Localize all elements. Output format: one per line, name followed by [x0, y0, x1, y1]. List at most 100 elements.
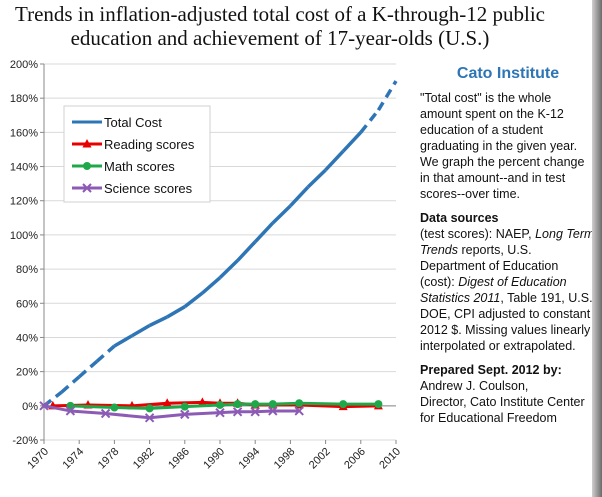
legend-label: Math scores	[104, 159, 175, 174]
data-sources: Data sources (test scores): NAEP, Long T…	[420, 210, 596, 354]
data-point-stroke	[82, 183, 92, 193]
data-point	[251, 400, 260, 409]
series-segment	[236, 240, 257, 262]
series-segment	[341, 131, 363, 153]
y-tick-label: -20%	[12, 435, 38, 447]
x-axis-tick-labels: 1970 1974 1978 1982 1986 1990 1994 1998 2002 2006…	[25, 446, 403, 472]
data-point-stroke	[144, 413, 155, 423]
legend-label: Science scores	[104, 181, 193, 196]
series-segment	[219, 410, 238, 415]
y-tick-label: 160%	[10, 127, 38, 139]
x-tick-label: 1994	[237, 446, 263, 472]
data-sources-title-2: Digest of Education Statistics 2011	[420, 275, 567, 305]
data-point	[233, 400, 242, 409]
series-math-scores	[66, 399, 383, 413]
y-tick-label: 20%	[16, 367, 38, 379]
data-point	[294, 406, 304, 416]
series-segment	[299, 401, 344, 406]
x-tick-label: 1978	[96, 446, 122, 472]
x-tick-label: 1982	[131, 446, 157, 472]
data-point	[216, 400, 224, 409]
data-point	[180, 409, 190, 420]
data-point	[197, 397, 207, 406]
series-segment	[272, 401, 300, 406]
x-tick-label: 1974	[61, 446, 87, 472]
x-tick-label: 1986	[166, 446, 192, 472]
gridlines	[44, 63, 396, 441]
y-tick-label: 200%	[10, 59, 38, 71]
series-segment	[343, 404, 379, 409]
series-segment	[289, 185, 310, 208]
legend-label: Reading scores	[104, 137, 195, 152]
data-point	[295, 399, 304, 408]
data-point	[250, 407, 260, 417]
data-point-stroke	[100, 408, 111, 419]
data-sources-text-2: reports, U.S. Department of Education (c…	[420, 243, 559, 289]
series-segment	[87, 403, 133, 408]
data-point	[144, 413, 155, 423]
series-segment	[324, 149, 345, 172]
y-tick-label: 60%	[16, 298, 38, 310]
data-sources-text-1: (test scores): NAEP,	[420, 227, 536, 241]
series-segment	[359, 109, 380, 134]
data-point-stroke	[39, 401, 49, 411]
series-segment	[149, 412, 185, 420]
data-sources-title-1: Long Term Trends	[420, 227, 595, 257]
series-segment	[70, 404, 115, 410]
data-point-stroke	[215, 407, 225, 418]
data-point	[100, 408, 111, 419]
prepared-heading: Prepared Sept. 2012 by:	[420, 363, 562, 377]
data-point-stroke	[232, 407, 243, 417]
data-point	[82, 139, 92, 148]
data-point	[82, 183, 92, 193]
x-tick-label: 1970	[25, 446, 51, 472]
series-segment	[183, 291, 204, 309]
data-point	[110, 403, 119, 412]
chart-title: Trends in inflation-adjusted total cost …	[0, 2, 560, 50]
data-point	[339, 400, 348, 409]
sidebar-notes: Cato Institute "Total cost" is the whole…	[420, 66, 596, 434]
legend-item-science-scores: Science scores	[72, 181, 193, 196]
y-tick-label: 100%	[10, 230, 38, 242]
legend: Total Cost Reading scores Math scores Scien…	[63, 105, 211, 203]
chart-title-line-1: Trends in inflation-adjusted total cost …	[15, 2, 545, 26]
data-point	[180, 402, 189, 411]
series-science-scores	[39, 401, 304, 423]
x-tick-label: 2010	[377, 446, 403, 472]
legend-item-math-scores: Math scores	[72, 159, 175, 174]
data-point-stroke	[180, 409, 190, 420]
series-segment	[78, 360, 98, 379]
series-segment	[184, 403, 221, 409]
x-tick-label: 2006	[342, 446, 368, 472]
data-point-stroke	[294, 406, 304, 416]
series-segment	[70, 409, 106, 416]
y-tick-label: 40%	[16, 332, 38, 344]
prepared-name: Andrew J. Coulson,	[420, 379, 529, 393]
series-segment	[43, 404, 71, 413]
series-segment	[60, 375, 81, 394]
y-tick-label: 140%	[10, 162, 38, 174]
series-segment	[376, 80, 398, 112]
data-point	[65, 406, 76, 416]
data-point	[268, 400, 277, 409]
series-segment	[201, 276, 222, 295]
series-segment	[306, 168, 327, 189]
data-sources-text-3: , Table 191, U.S. DOE, CPI adjusted to c…	[420, 291, 593, 353]
series-segment	[184, 411, 221, 416]
line-chart: -20% 0% 20% 40% 60% 80% 100% 120% 140% 160% 180% 20…	[10, 59, 403, 472]
data-point	[162, 398, 172, 407]
y-axis-tick-labels: -20% 0% 20% 40% 60% 80% 100% 120% 140% 160% 180% 20…	[10, 59, 38, 447]
org-name: Cato Institute	[456, 65, 560, 82]
series-segment	[113, 334, 133, 348]
series-segment	[255, 409, 273, 414]
data-point-stroke	[65, 406, 76, 416]
series-group	[39, 80, 398, 423]
window-edge	[592, 0, 602, 497]
series-segment	[299, 403, 344, 409]
prepared-by: Prepared Sept. 2012 by: Andrew J. Coulso…	[420, 362, 596, 426]
chart-title-line-2: education and achievement of 17-year-old…	[70, 26, 490, 50]
data-point	[268, 406, 278, 416]
total-cost-note: "Total cost" is the whole amount spent o…	[420, 91, 585, 201]
data-point	[39, 401, 49, 411]
data-point	[83, 162, 91, 170]
